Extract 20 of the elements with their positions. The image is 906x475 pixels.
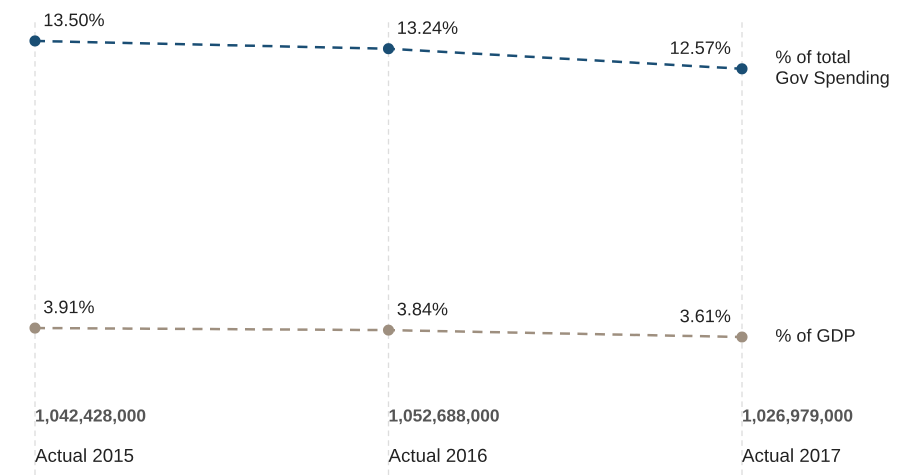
x-tick-label: Actual 2016 <box>388 448 487 462</box>
point <box>382 43 394 54</box>
data-label: 3.91% <box>44 300 94 314</box>
x-tick-label: Actual 2015 <box>35 448 134 462</box>
point <box>29 35 41 47</box>
data-label: 13.24% <box>398 21 458 34</box>
annotation: 1,026,979,000 <box>743 409 852 424</box>
series-label: % of GDP <box>776 328 855 342</box>
point <box>736 331 748 343</box>
annotation: 1,042,428,000 <box>36 409 146 424</box>
x-tick-label: Actual 2017 <box>742 448 840 462</box>
data-label: 13.50% <box>44 13 104 26</box>
annotation: 1,052,688,000 <box>390 409 499 424</box>
series-label: % of total Gov Spending <box>776 50 889 88</box>
point <box>29 322 41 334</box>
point <box>382 324 394 336</box>
point <box>736 63 748 74</box>
data-label: 3.61% <box>680 310 730 322</box>
data-label: 12.57% <box>671 41 730 54</box>
data-label: 3.84% <box>398 302 448 316</box>
